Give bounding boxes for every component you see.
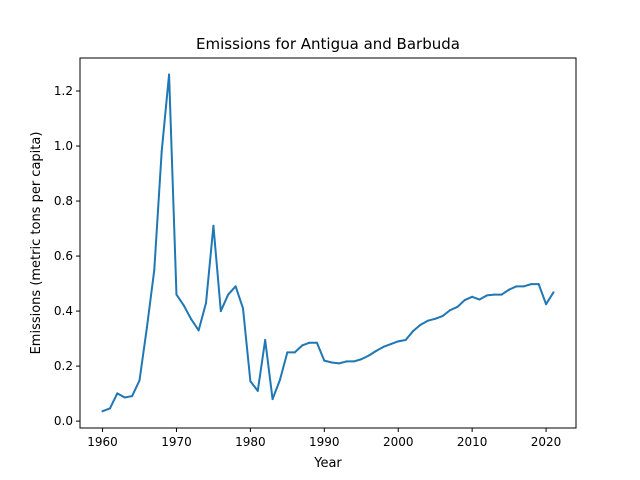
data-point — [397, 340, 400, 343]
data-point — [471, 295, 474, 298]
x-tick-label: 1970 — [161, 435, 192, 449]
data-point — [234, 285, 237, 288]
data-point — [160, 150, 163, 153]
y-axis-label: Emissions (metric tons per capita) — [29, 132, 44, 355]
plot-background — [80, 58, 576, 428]
data-point — [175, 293, 178, 296]
data-point — [448, 309, 451, 312]
data-point — [145, 326, 148, 329]
data-point — [168, 73, 171, 76]
data-point — [404, 338, 407, 341]
data-point — [323, 359, 326, 362]
data-point — [138, 379, 141, 382]
y-tick-label: 0.4 — [54, 304, 73, 318]
data-point — [249, 380, 252, 383]
data-point — [301, 344, 304, 347]
data-point — [205, 301, 208, 304]
data-point — [515, 285, 518, 288]
data-point — [456, 305, 459, 308]
data-point — [219, 310, 222, 313]
data-point — [508, 288, 511, 291]
x-tick-label: 1990 — [309, 435, 340, 449]
emissions-series-line — [101, 73, 555, 413]
ticks-layer: 1960 1970 1980 1990 2000 2010 2020 0.0 0.2 0.4 0.6… — [54, 84, 561, 449]
data-point — [338, 362, 341, 365]
data-point — [264, 338, 267, 341]
data-point — [212, 224, 215, 227]
data-point — [522, 285, 525, 288]
data-point — [131, 395, 134, 398]
data-point — [315, 341, 318, 344]
plot-frame — [79, 57, 577, 429]
data-point — [293, 351, 296, 354]
x-tick-label: 2000 — [383, 435, 414, 449]
data-point — [485, 294, 488, 297]
data-point — [278, 378, 281, 381]
data-point — [271, 398, 274, 401]
data-point — [382, 345, 385, 348]
data-point — [478, 298, 481, 301]
data-point — [182, 304, 185, 307]
data-point — [345, 360, 348, 363]
data-point — [101, 410, 104, 413]
data-point — [197, 329, 200, 332]
data-point — [190, 318, 193, 321]
x-tick-label: 2020 — [531, 435, 562, 449]
data-point — [426, 319, 429, 322]
data-point — [286, 351, 289, 354]
y-tick-label: 0.2 — [54, 359, 73, 373]
data-point — [153, 268, 156, 271]
data-point — [116, 392, 119, 395]
data-point — [389, 343, 392, 346]
data-point — [441, 315, 444, 318]
chart-title: Emissions for Antigua and Barbuda — [196, 35, 460, 53]
data-point — [330, 361, 333, 364]
data-point — [360, 358, 363, 361]
data-point — [367, 354, 370, 357]
x-axis-label: Year — [313, 456, 342, 471]
y-tick-label: 0.8 — [54, 194, 73, 208]
data-point — [352, 360, 355, 363]
data-point — [537, 283, 540, 286]
y-tick-label: 1.2 — [54, 84, 73, 98]
y-tick-label: 0.0 — [54, 414, 73, 428]
series-layer — [101, 73, 555, 413]
data-point — [256, 389, 259, 392]
data-point — [108, 407, 111, 410]
data-point — [412, 330, 415, 333]
x-tick-label: 1960 — [87, 435, 118, 449]
data-point — [545, 303, 548, 306]
data-point — [227, 293, 230, 296]
data-point — [375, 349, 378, 352]
data-point — [241, 307, 244, 310]
data-point — [493, 293, 496, 296]
x-tick-label: 1980 — [235, 435, 266, 449]
data-point — [500, 293, 503, 296]
data-point — [530, 283, 533, 286]
x-tick-label: 2010 — [457, 435, 488, 449]
data-point — [123, 396, 126, 399]
y-tick-label: 0.6 — [54, 249, 73, 263]
data-point — [419, 323, 422, 326]
data-point — [463, 299, 466, 302]
data-point — [552, 291, 555, 294]
data-point — [434, 317, 437, 320]
y-tick-label: 1.0 — [54, 139, 73, 153]
data-point — [308, 341, 311, 344]
